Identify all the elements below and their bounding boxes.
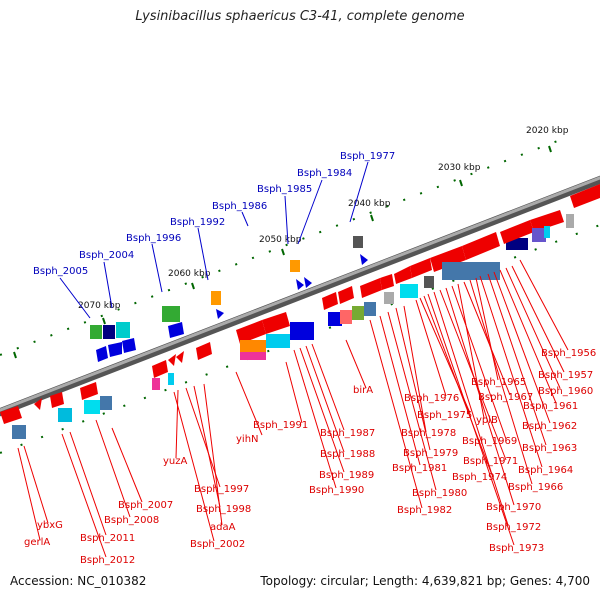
gene-label: Bsph_1997 bbox=[194, 484, 249, 495]
gene-label: Bsph_1971 bbox=[463, 456, 518, 467]
gene-label: Bsph_1978 bbox=[401, 428, 456, 439]
topology-text: Topology: circular; Length: 4,639,821 bp… bbox=[260, 574, 590, 588]
gene-label: ypiB bbox=[476, 415, 498, 426]
gene-label: Bsph_1985 bbox=[257, 184, 312, 195]
gene-label: Bsph_1996 bbox=[126, 233, 181, 244]
gene-label: Bsph_1966 bbox=[508, 482, 563, 493]
reverse-gene-blocks bbox=[0, 184, 600, 439]
reverse-gene-labels: Bsph_1956 Bsph_1957 Bsph_1960 Bsph_1961 … bbox=[24, 348, 596, 566]
gene-label: ybxG bbox=[37, 520, 63, 531]
gene-label: Bsph_1976 bbox=[404, 393, 459, 404]
kbp-label: 2070 kbp bbox=[78, 301, 121, 311]
kbp-label: 2060 kbp bbox=[168, 269, 211, 279]
gene-label: Bsph_1961 bbox=[523, 401, 578, 412]
gene-label: Bsph_1973 bbox=[489, 543, 544, 554]
kbp-label: 2030 kbp bbox=[438, 163, 481, 173]
gene-label: Bsph_1980 bbox=[412, 488, 467, 499]
gene-label: Bsph_1975 bbox=[417, 410, 472, 421]
gene-label: Bsph_2005 bbox=[33, 266, 88, 277]
reverse-leader-lines bbox=[17, 259, 569, 558]
gene-label: Bsph_1972 bbox=[486, 522, 541, 533]
gene-label: Bsph_1984 bbox=[297, 168, 352, 179]
kbp-labels: 2020 kbp 2030 kbp 2040 kbp 2050 kbp 2060… bbox=[78, 126, 569, 311]
gene-label: Bsph_2011 bbox=[80, 533, 135, 544]
gene-label: Bsph_1986 bbox=[212, 201, 267, 212]
genome-backbone bbox=[0, 175, 600, 417]
gene-label: Bsph_1956 bbox=[541, 348, 596, 359]
kbp-label: 2050 kbp bbox=[259, 235, 302, 245]
gene-label: Bsph_1990 bbox=[309, 485, 364, 496]
gene-label: Bsph_1992 bbox=[170, 217, 225, 228]
map-title: Lysinibacillus sphaericus C3-41, complet… bbox=[135, 9, 465, 24]
gene-label: Bsph_1981 bbox=[392, 463, 447, 474]
gene-label: Bsph_2012 bbox=[80, 555, 135, 566]
kbp-label: 2020 kbp bbox=[526, 126, 569, 136]
gene-label: Bsph_1987 bbox=[320, 428, 375, 439]
gene-label: Bsph_1991 bbox=[253, 420, 308, 431]
gene-label: Bsph_1970 bbox=[486, 502, 541, 513]
gene-label: Bsph_1988 bbox=[320, 449, 375, 460]
gene-label: Bsph_1969 bbox=[462, 436, 517, 447]
gene-label: yuzA bbox=[163, 456, 188, 467]
gene-label: Bsph_1964 bbox=[518, 465, 573, 476]
gene-label: yihN bbox=[236, 434, 259, 445]
gene-label: Bsph_2002 bbox=[190, 539, 245, 550]
gene-label: Bsph_1977 bbox=[340, 151, 395, 162]
gene-label: Bsph_1962 bbox=[522, 421, 577, 432]
gene-label: Bsph_2004 bbox=[79, 250, 134, 261]
gene-label: Bsph_1998 bbox=[196, 504, 251, 515]
kbp-label: 2040 kbp bbox=[348, 199, 391, 209]
major-ticks bbox=[13, 145, 552, 359]
gene-label: Bsph_1974 bbox=[452, 472, 507, 483]
gene-label: gerlA bbox=[24, 537, 50, 548]
accession-text: Accession: NC_010382 bbox=[10, 574, 147, 588]
gene-label: Bsph_1963 bbox=[522, 443, 577, 454]
forward-gene-blocks bbox=[90, 236, 368, 362]
gene-label: Bsph_1989 bbox=[319, 470, 374, 481]
gene-label: adaA bbox=[210, 522, 236, 533]
gene-label: Bsph_1982 bbox=[397, 505, 452, 516]
gene-label: Bsph_1967 bbox=[478, 392, 533, 403]
gene-label: Bsph_1965 bbox=[471, 377, 526, 388]
forward-leader-lines bbox=[59, 161, 369, 319]
gene-label: Bsph_1979 bbox=[403, 448, 458, 459]
gene-label: birA bbox=[353, 385, 373, 396]
gene-label: Bsph_1957 bbox=[538, 370, 593, 381]
gene-label: Bsph_2007 bbox=[118, 500, 173, 511]
gene-label: Bsph_1960 bbox=[538, 386, 593, 397]
forward-gene-labels: Bsph_1977 Bsph_1984 Bsph_1985 Bsph_1986 … bbox=[33, 151, 395, 277]
gene-label: Bsph_2008 bbox=[104, 515, 159, 526]
